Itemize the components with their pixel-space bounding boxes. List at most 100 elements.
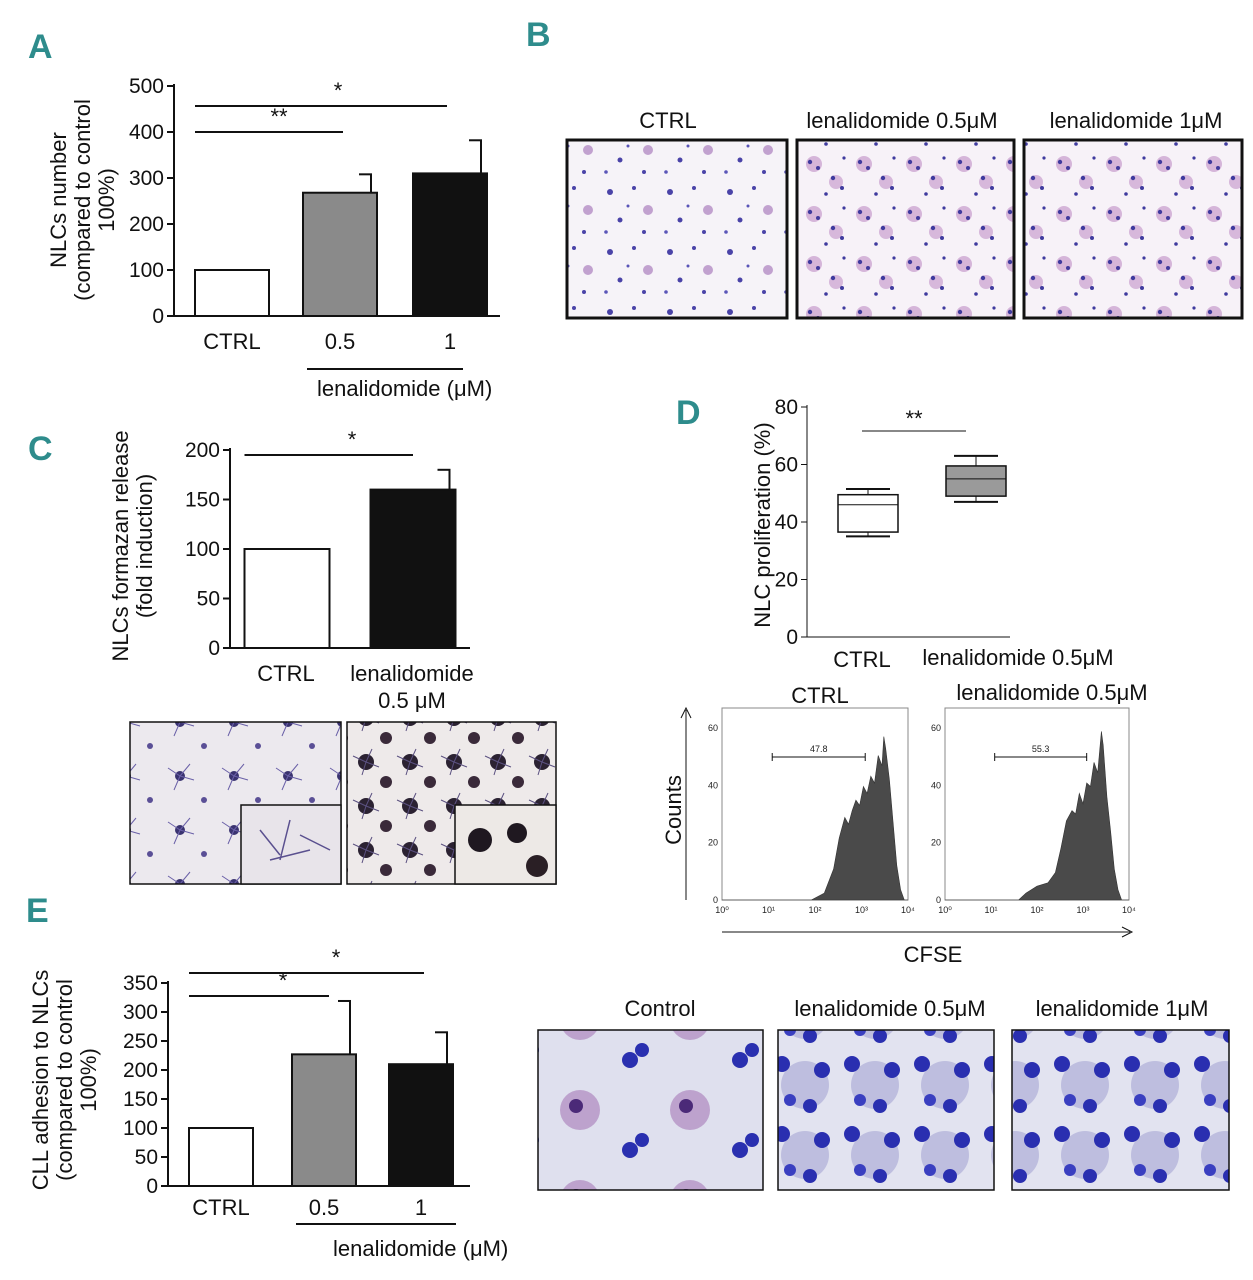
panel-a-bar [412,172,488,317]
histogram-ytick-label: 0 [936,895,941,905]
panel-e-micrographs: Control lenalidomide 0.5μM lenalidomide … [537,996,1230,1191]
panel-c-bar-chart: NLCs formazan release (fold induction) 0… [108,427,474,713]
histogram-title-ctrl: CTRL [791,683,848,708]
panel-e-group-label: lenalidomide (μM) [333,1236,508,1261]
panel-a-bar [302,191,378,317]
panel-a-ytick-label: 300 [129,167,164,190]
panel-label-d: D [676,394,701,432]
histogram-area [722,736,908,901]
panel-e-bar [188,1127,254,1187]
panel-c-significance-mark: * [348,427,357,452]
panel-e-ylabel-line-3: 100%) [76,1048,101,1112]
panel-a-ylabel-line-2: (compared to control [70,99,95,301]
panel-c-micrographs [129,721,557,885]
histogram-gate-value: 55.3 [1032,744,1050,754]
panel-a-ytick-label: 100 [129,259,164,282]
panel-e-bar [291,1053,357,1187]
panel-c-bar [369,488,457,649]
panel-label-a: A [28,28,53,66]
panel-a-bar-chart: NLCs number (compared to control 100%) 0… [46,75,500,401]
panel-d-cfse-histograms: CTRL lenalidomide 0.5μM Counts CFSE 0 20 4… [661,680,1148,967]
panel-d-ytick-label: 80 [775,396,798,419]
panel-a-group-label: lenalidomide (μM) [317,376,492,401]
panel-e-category-label: CTRL [192,1195,249,1220]
panel-b-title-len-05: lenalidomide 0.5μM [806,108,997,133]
panel-a-ytick-label: 0 [152,305,164,328]
panel-c-inset-len-cell-1 [468,828,492,852]
panel-e-image-len-05 [777,1029,995,1191]
histogram-xtick-label: 10¹ [762,905,775,915]
panel-c-cat-len-line-1: lenalidomide [350,661,474,686]
panel-c-inset-ctrl-strands [259,819,331,861]
histogram-xtick-label: 10⁰ [715,905,729,915]
histogram-title-len: lenalidomide 0.5μM [956,680,1147,705]
histogram-xtick-label: 10³ [855,905,868,915]
panel-e-ylabel-line-2: (compared to control [52,979,77,1181]
panel-d-cat-len: lenalidomide 0.5μM [922,645,1113,670]
panel-a-ylabel-line-3: 100%) [94,168,119,232]
panel-c-ytick-label: 200 [185,439,220,462]
panel-b-title-ctrl: CTRL [639,108,696,133]
panel-c-ytick-label: 150 [185,489,220,512]
histogram-area [945,731,1129,901]
panel-label-b: B [526,16,551,54]
panel-e-title-len-1: lenalidomide 1μM [1036,996,1209,1021]
histogram-ytick-label: 20 [931,838,941,848]
panel-e-category-label: 0.5 [309,1195,340,1220]
panel-c-ytick-label: 50 [197,588,220,611]
panel-e-significance-mark: * [279,968,288,993]
panel-e-ytick-label: 200 [123,1059,158,1082]
panel-c-ytick-label: 100 [185,538,220,561]
panel-c-bar [243,548,331,649]
histogram-xtick-label: 10⁴ [901,905,915,915]
histogram-xtick-label: 10² [1030,905,1043,915]
panel-c-inset-len-cell-2 [507,823,527,843]
panel-a-ytick-label: 200 [129,213,164,236]
panel-d-ytick-label: 20 [775,569,798,592]
panel-c-ylabel-line-2: (fold induction) [132,474,157,618]
panel-b-image-ctrl [565,138,789,320]
panel-c-inset-len-cell-3 [526,855,548,877]
panel-a-bar [194,269,270,317]
panel-a-category-label: 1 [444,329,456,354]
histogram-ytick-label: 20 [708,838,718,848]
panel-d-cat-ctrl: CTRL [833,647,890,672]
panel-d-ylabel: NLC proliferation (%) [750,422,775,627]
panel-e-ytick-label: 0 [146,1175,158,1198]
panel-a-significance-mark: ** [270,104,288,129]
panel-e-ytick-label: 300 [123,1001,158,1024]
panel-e-ytick-label: 150 [123,1088,158,1111]
panel-c-ytick-label: 0 [208,637,220,660]
panel-label-e: E [26,892,49,930]
panel-c-ylabel-line-1: NLCs formazan release [108,430,133,661]
histogram-ytick-label: 60 [931,723,941,733]
panel-a-ytick-label: 500 [129,75,164,98]
histogram-ytick-label: 60 [708,723,718,733]
panel-d-ytick-label: 60 [775,454,798,477]
panel-e-ytick-label: 250 [123,1030,158,1053]
panel-e-significance-mark: * [332,945,341,970]
histogram-xtick-label: 10¹ [984,905,997,915]
panel-e-image-control [537,1029,764,1191]
panel-e-ytick-label: 100 [123,1117,158,1140]
panel-b-image-len-05 [795,138,1016,320]
cfse-arrow-head [1121,926,1134,938]
panel-e-bar [388,1063,454,1187]
histogram-xtick-label: 10² [808,905,821,915]
panel-a-ylabel-line-1: NLCs number [46,132,71,268]
panel-b-title-len-1: lenalidomide 1μM [1050,108,1223,133]
panel-e-image-len-1 [1011,1029,1230,1191]
panel-d-significance-mark: ** [905,406,923,431]
histogram-xtick-label: 10⁰ [938,905,952,915]
histogram-xtick-label: 10³ [1076,905,1089,915]
histogram-ytick-label: 0 [713,895,718,905]
panel-e-bar-chart: CLL adhesion to NLCs (compared to contro… [28,945,508,1261]
histogram-gate-value: 47.8 [810,744,828,754]
panel-b-image-len-1 [1022,138,1244,320]
panel-e-title-len-05: lenalidomide 0.5μM [794,996,985,1021]
panel-c-inset-ctrl [240,804,342,885]
panel-c-cat-ctrl: CTRL [257,661,314,686]
panel-c-image-ctrl [129,721,342,885]
